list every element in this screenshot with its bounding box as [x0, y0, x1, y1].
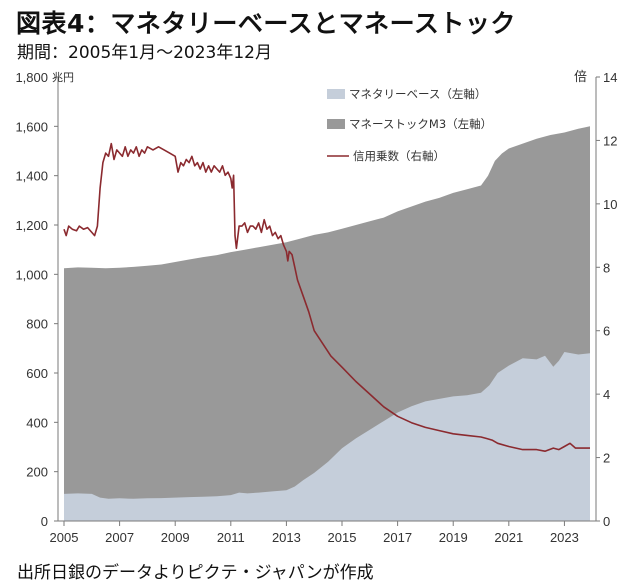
right-tick-label: 2: [603, 451, 610, 466]
right-tick-label: 6: [603, 324, 610, 339]
left-tick-label: 400: [26, 415, 48, 430]
right-tick-label: 14: [603, 70, 617, 85]
x-tick-label: 2015: [328, 530, 357, 545]
legend-label-money: マネーストックM3（左軸）: [349, 117, 492, 131]
right-tick-label: 10: [603, 197, 617, 212]
x-tick-label: 2021: [494, 530, 523, 545]
x-tick-label: 2013: [272, 530, 301, 545]
x-tick-label: 2019: [439, 530, 468, 545]
axes-layer: 0 200 400 600 800 1,000 1,200 1,400 1,600 1,800 兆円…: [15, 70, 617, 545]
lines-layer: [63, 142, 590, 452]
chart-subtitle: 期間：2005年1月～2023年12月: [17, 43, 272, 63]
left-unit-label: 兆円: [52, 71, 74, 84]
right-tick-label: 12: [603, 133, 617, 148]
left-tick-label: 200: [26, 465, 48, 480]
left-tick-label: 1,400: [15, 169, 48, 184]
legend-label-multiplier: 信用乗数（右軸）: [353, 149, 445, 163]
right-tick-label: 4: [603, 387, 610, 402]
left-tick-label: 800: [26, 317, 48, 332]
credit-multiplier-line: [63, 142, 590, 452]
legend: マネタリーベース（左軸） マネーストックM3（左軸） 信用乗数（右軸）: [327, 87, 492, 163]
legend-label-base: マネタリーベース（左軸）: [349, 87, 486, 101]
chart-title: 図表4：マネタリーベースとマネーストック: [16, 9, 516, 38]
right-tick-label: 0: [603, 514, 610, 529]
left-tick-label: 1,200: [15, 218, 48, 233]
source-note: 出所日銀のデータよりピクテ・ジャパンが作成: [17, 563, 374, 583]
left-tick-label: 1,000: [15, 267, 48, 282]
legend-swatch-money: [327, 119, 345, 129]
legend-swatch-base: [327, 89, 345, 99]
monetary-base-area: [64, 352, 590, 521]
left-tick-label: 600: [26, 366, 48, 381]
x-tick-label: 2005: [50, 530, 79, 545]
x-tick-label: 2011: [217, 530, 245, 545]
x-tick-label: 2023: [550, 530, 579, 545]
x-tick-label: 2007: [105, 530, 134, 545]
left-tick-label: 0: [41, 514, 48, 529]
x-tick-label: 2009: [161, 530, 190, 545]
x-tick-label: 2017: [383, 530, 412, 545]
left-tick-label: 1,800: [15, 70, 48, 85]
areas-layer: [64, 126, 590, 522]
right-tick-label: 8: [603, 260, 610, 275]
left-tick-label: 1,600: [15, 119, 48, 134]
right-unit-label: 倍: [574, 70, 587, 85]
